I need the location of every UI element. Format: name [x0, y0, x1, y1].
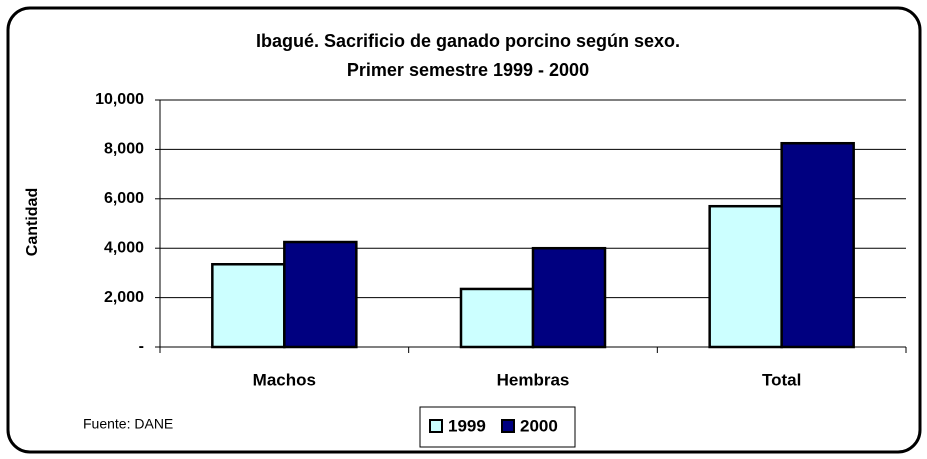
chart-subtitle: Primer semestre 1999 - 2000 — [347, 60, 589, 80]
bar — [708, 204, 783, 349]
legend-label: 2000 — [520, 416, 558, 435]
x-tick-label: Total — [762, 370, 801, 389]
bar — [283, 240, 358, 349]
y-axis-label: Cantidad — [24, 188, 41, 256]
bar — [211, 263, 286, 349]
legend-label: 1999 — [448, 416, 486, 435]
x-tick-label: Hembras — [497, 370, 570, 389]
source-note: Fuente: DANE — [83, 416, 173, 432]
x-tick-label: Machos — [253, 370, 316, 389]
y-tick-label: 4,000 — [104, 239, 144, 256]
bar — [531, 246, 607, 349]
legend-swatch — [501, 419, 515, 433]
y-tick-label: 8,000 — [104, 141, 144, 158]
chart-title: Ibagué. Sacrificio de ganado porcino seg… — [256, 31, 680, 51]
y-tick-label: 6,000 — [104, 190, 144, 207]
y-tick-label: - — [139, 338, 144, 355]
legend-box — [419, 406, 576, 448]
y-tick-label: 10,000 — [95, 91, 144, 108]
bar — [780, 141, 855, 349]
bar — [459, 287, 535, 349]
legend-swatch — [429, 419, 443, 433]
y-tick-label: 2,000 — [104, 289, 144, 306]
